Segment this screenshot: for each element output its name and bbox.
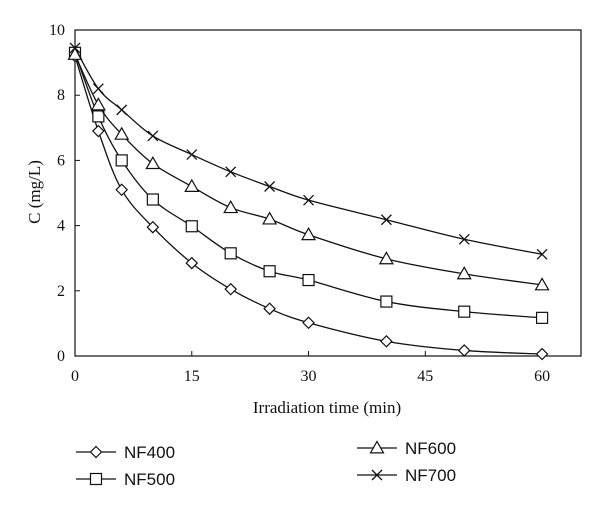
series-nf600 <box>67 46 550 291</box>
legend-label: NF400 <box>124 443 175 462</box>
x-tick-label: 30 <box>301 368 317 385</box>
x-tick-label: 45 <box>417 368 433 385</box>
data-point <box>224 247 237 260</box>
legend-marker <box>371 469 383 481</box>
x-axis-ticks: 0 15 30 45 60 <box>71 351 550 385</box>
data-point <box>536 248 548 260</box>
data-point <box>185 256 199 270</box>
legend-item: NF500 <box>76 470 175 489</box>
data-point <box>378 251 394 265</box>
data-point <box>184 178 200 192</box>
data-point <box>116 104 128 116</box>
legend-item: NF400 <box>76 443 175 462</box>
series-nf500 <box>68 46 549 324</box>
data-point <box>302 316 315 330</box>
y-axis-ticks: 0 2 4 6 8 10 <box>49 22 80 365</box>
y-tick-label: 8 <box>57 87 65 104</box>
data-point <box>535 311 549 324</box>
legend-marker <box>369 440 385 454</box>
data-point <box>115 154 128 167</box>
plot-frame <box>74 29 582 357</box>
legend: NF400 NF500 NF600 NF700 <box>76 439 456 489</box>
data-point <box>456 266 472 280</box>
data-point <box>458 233 470 245</box>
data-point <box>263 265 276 278</box>
data-point <box>380 334 393 348</box>
data-point <box>185 220 198 233</box>
data-point <box>223 199 239 214</box>
series-line <box>74 47 543 255</box>
data-point <box>264 181 276 192</box>
data-point <box>262 211 278 225</box>
y-axis-label: C (mg/L) <box>25 160 44 224</box>
data-point <box>145 155 161 170</box>
data-point <box>115 183 129 197</box>
data-point <box>303 194 314 206</box>
x-tick-label: 60 <box>534 368 550 385</box>
plot-area-border <box>74 29 582 357</box>
y-tick-label: 10 <box>49 22 65 39</box>
legend-marker <box>89 472 103 486</box>
data-point <box>186 149 198 160</box>
data-point <box>225 166 237 178</box>
series-layer <box>67 42 550 361</box>
y-tick-label: 6 <box>57 152 65 169</box>
data-point <box>263 302 276 316</box>
series-nf700 <box>69 42 548 260</box>
data-point <box>224 282 238 296</box>
legend-label: NF500 <box>124 470 175 489</box>
data-point <box>146 220 160 234</box>
legend-item: NF600 <box>357 439 456 458</box>
x-tick-label: 15 <box>184 368 200 385</box>
data-point <box>301 227 317 241</box>
legend-item: NF700 <box>357 466 456 485</box>
data-point <box>90 97 106 111</box>
data-point <box>114 126 130 140</box>
y-tick-label: 0 <box>57 348 65 365</box>
data-point <box>380 214 392 226</box>
data-point <box>534 277 550 291</box>
data-point <box>92 124 105 138</box>
x-axis-label: Irradiation time (min) <box>253 398 401 417</box>
series-line <box>74 54 543 286</box>
data-point <box>535 347 549 361</box>
y-tick-label: 2 <box>57 283 65 300</box>
y-tick-label: 4 <box>57 218 65 235</box>
data-point <box>380 295 393 308</box>
series-line <box>74 55 543 355</box>
legend-label: NF700 <box>405 466 456 485</box>
data-point <box>69 42 81 54</box>
data-point <box>458 305 471 318</box>
data-point <box>146 193 159 206</box>
data-point <box>302 273 315 287</box>
data-point <box>457 344 471 357</box>
data-point <box>147 130 159 142</box>
legend-marker <box>89 445 103 459</box>
data-point <box>92 83 104 95</box>
x-tick-label: 0 <box>71 368 79 385</box>
data-point <box>92 110 105 123</box>
legend-label: NF600 <box>405 439 456 458</box>
